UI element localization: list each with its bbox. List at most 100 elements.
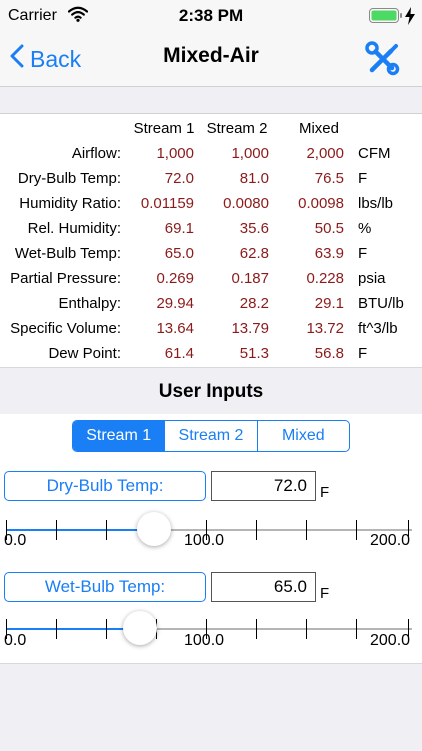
slider-tick <box>56 520 57 540</box>
dry-bulb-unit: F <box>320 484 330 501</box>
slider-tick <box>6 619 7 639</box>
slider-max-label: 200.0 <box>370 532 411 549</box>
row-unit: CFM <box>358 145 391 162</box>
slider-tick <box>408 520 409 540</box>
value-stream2: 0.0080 <box>223 195 269 212</box>
slider-mid-label: 100.0 <box>184 632 225 649</box>
table-row: Enthalpy: 29.94 28.2 29.1 BTU/lb <box>0 293 422 318</box>
value-stream1: 29.94 <box>156 295 194 312</box>
slider-thumb[interactable] <box>137 512 172 546</box>
user-inputs-title: User Inputs <box>158 381 264 402</box>
slider-track <box>6 529 412 531</box>
slider-max-label: 200.0 <box>370 632 411 649</box>
table-row: Rel. Humidity: 69.1 35.6 50.5 % <box>0 218 422 243</box>
value-mixed: 29.1 <box>314 295 344 312</box>
row-unit: ft^3/lb <box>358 320 398 337</box>
wet-bulb-unit: F <box>320 585 330 602</box>
row-unit: F <box>358 170 368 187</box>
row-label: Partial Pressure: <box>10 270 121 287</box>
inputs-panel: Stream 1 Stream 2 Mixed Dry-Bulb Temp: 7… <box>0 414 422 663</box>
value-stream2: 28.2 <box>239 295 269 312</box>
navigation-bar: Back Mixed-Air <box>0 34 422 87</box>
slider-tick <box>306 619 307 639</box>
value-stream2: 35.6 <box>239 220 269 237</box>
row-label: Airflow: <box>71 145 121 162</box>
value-mixed: 50.5 <box>314 220 344 237</box>
slider-tick <box>206 520 207 540</box>
column-header-stream1: Stream 1 <box>133 120 195 137</box>
value-stream2: 0.187 <box>231 270 269 287</box>
value-stream1: 72.0 <box>164 170 194 187</box>
table-row: Humidity Ratio: 0.01159 0.0080 0.0098 lb… <box>0 193 422 218</box>
charging-icon <box>405 7 415 30</box>
value-mixed: 2,000 <box>306 145 344 162</box>
slider-tick <box>306 520 307 540</box>
slider-tick <box>106 619 107 639</box>
tools-icon[interactable] <box>364 40 402 83</box>
wet-bulb-field[interactable]: 65.0 <box>211 572 316 602</box>
row-label: Rel. Humidity: <box>27 220 121 237</box>
status-time: 2:38 PM <box>178 6 244 25</box>
value-stream2: 51.3 <box>239 345 269 362</box>
segment-mixed[interactable]: Mixed <box>256 421 349 451</box>
table-row: Dry-Bulb Temp: 72.0 81.0 76.5 F <box>0 168 422 193</box>
back-button[interactable]: Back <box>10 41 81 77</box>
row-label: Dew Point: <box>48 345 121 362</box>
bottom-spacer <box>0 663 422 751</box>
dry-bulb-slider[interactable] <box>6 509 412 553</box>
value-stream1: 69.1 <box>164 220 194 237</box>
value-stream1: 13.64 <box>156 320 194 337</box>
value-stream1: 0.01159 <box>140 195 194 212</box>
value-mixed: 0.0098 <box>298 195 344 212</box>
slider-tick <box>6 520 7 540</box>
value-stream2: 81.0 <box>239 170 269 187</box>
wifi-icon <box>67 6 89 27</box>
column-header-stream2: Stream 2 <box>206 120 268 137</box>
segment-stream1[interactable]: Stream 1 <box>73 421 165 451</box>
carrier-label: Carrier <box>8 7 57 24</box>
value-mixed: 76.5 <box>314 170 344 187</box>
slider-tick <box>356 520 357 540</box>
slider-min-label: 0.0 <box>4 632 27 649</box>
dry-bulb-field[interactable]: 72.0 <box>211 471 316 501</box>
slider-track <box>6 628 412 630</box>
value-stream2: 62.8 <box>239 245 269 262</box>
row-label: Wet-Bulb Temp: <box>14 245 121 262</box>
slider-tick <box>106 520 107 540</box>
wet-bulb-slider[interactable] <box>6 608 412 652</box>
value-mixed: 56.8 <box>314 345 344 362</box>
page-title: Mixed-Air <box>163 44 259 67</box>
segment-stream2[interactable]: Stream 2 <box>164 421 256 451</box>
slider-tick <box>206 619 207 639</box>
dry-bulb-button[interactable]: Dry-Bulb Temp: <box>4 471 206 501</box>
slider-fill <box>6 628 140 630</box>
table-row: Airflow: 1,000 1,000 2,000 CFM <box>0 143 422 168</box>
slider-fill <box>6 529 155 531</box>
column-header-mixed: Mixed <box>298 120 339 137</box>
wet-bulb-button[interactable]: Wet-Bulb Temp: <box>4 572 206 602</box>
row-label: Humidity Ratio: <box>19 195 121 212</box>
slider-mid-label: 100.0 <box>184 532 225 549</box>
value-stream2: 13.79 <box>231 320 269 337</box>
value-stream1: 65.0 <box>164 245 194 262</box>
table-row: Wet-Bulb Temp: 65.0 62.8 63.9 F <box>0 243 422 268</box>
slider-thumb[interactable] <box>122 611 157 645</box>
slider-tick <box>256 520 257 540</box>
value-mixed: 63.9 <box>314 245 344 262</box>
row-label: Dry-Bulb Temp: <box>17 170 121 187</box>
results-table: Stream 1 Stream 2 Mixed Airflow: 1,000 1… <box>0 114 422 367</box>
table-row: Partial Pressure: 0.269 0.187 0.228 psia <box>0 268 422 293</box>
slider-tick <box>356 619 357 639</box>
value-stream1: 61.4 <box>164 345 194 362</box>
user-inputs-header: User Inputs <box>0 367 422 415</box>
row-label: Enthalpy: <box>58 295 121 312</box>
row-unit: F <box>358 345 368 362</box>
table-row: Dew Point: 61.4 51.3 56.8 F <box>0 343 422 368</box>
row-unit: F <box>358 245 368 262</box>
value-mixed: 0.228 <box>306 270 344 287</box>
value-stream1: 0.269 <box>156 270 194 287</box>
slider-min-label: 0.0 <box>4 532 27 549</box>
status-bar: Carrier 2:38 PM <box>0 0 422 34</box>
battery-icon <box>369 8 403 29</box>
value-stream2: 1,000 <box>231 145 269 162</box>
